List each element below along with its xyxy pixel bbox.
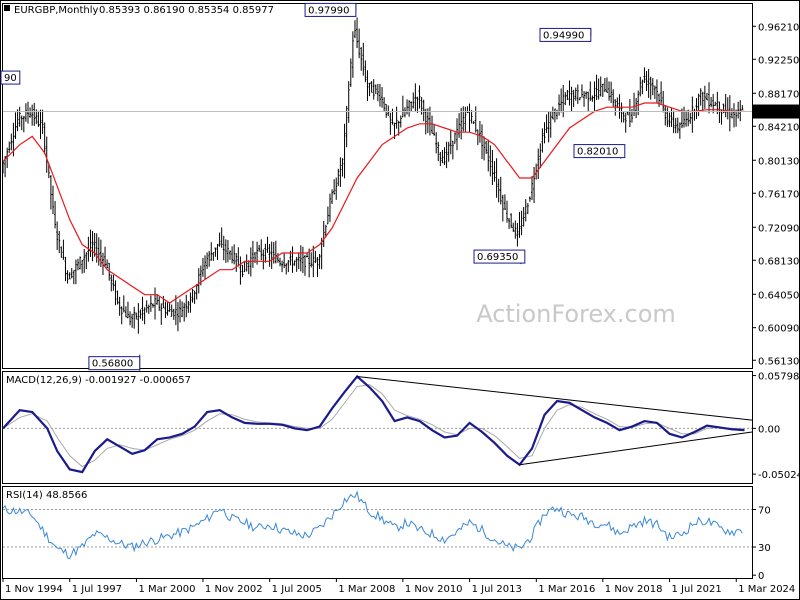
annotation-box — [573, 144, 626, 159]
x-tick-label: 1 Mar 2008 — [338, 584, 395, 595]
watermark: ActionForex.com — [476, 300, 676, 328]
macd-title: MACD(12,26,9) -0.001927 -0.000657 — [6, 375, 191, 386]
x-tick-label: 1 Jul 2005 — [272, 584, 322, 595]
price-ytick-label: 0.72090 — [758, 223, 799, 234]
annotation-2: 0.94990 — [539, 27, 592, 42]
annotation-label: 0.97990 — [308, 5, 349, 16]
x-tick-label: 1 Jul 1997 — [72, 584, 122, 595]
title-marker — [4, 5, 10, 11]
price-ytick-label: 0.56130 — [758, 356, 799, 367]
x-tick-label: 1 Jul 2021 — [672, 584, 722, 595]
rsi-title: RSI(14) 48.8566 — [6, 490, 87, 501]
price-ytick-label: 0.64050 — [758, 290, 799, 301]
annotation-label: 90 — [4, 73, 17, 84]
panel-frame-2 — [2, 486, 753, 579]
price-ytick-label: 0.96210 — [758, 22, 799, 33]
rsi-line — [2, 490, 743, 560]
panel-frame-0 — [2, 3, 753, 369]
annotation-box — [88, 356, 141, 371]
x-tick-label: 1 Jul 2013 — [472, 584, 522, 595]
price-ytick-label: 0.76170 — [758, 189, 799, 200]
annotation-box — [539, 27, 592, 42]
annotation-1: 0.97990 — [304, 2, 357, 17]
macd-trendline-1 — [519, 431, 753, 466]
rsi-ytick-label: 30 — [758, 543, 771, 554]
macd-trendline-0 — [357, 375, 753, 421]
price-ytick-label: 0.80130 — [758, 156, 799, 167]
current-price-label: 0.85977 — [756, 108, 797, 119]
annotation-box — [0, 70, 21, 85]
macd-ytick-label: -0.050241 — [758, 470, 800, 481]
annotation-label: 0.56800 — [92, 359, 133, 370]
moving-average-line — [2, 102, 745, 304]
price-title: EURGBP,Monthly — [14, 5, 99, 16]
ohlc-readout: 0.85393 0.86190 0.85354 0.85977 — [99, 5, 274, 16]
x-tick-label: 1 Mar 2016 — [538, 584, 595, 595]
rsi-ytick-label: 0 — [758, 571, 764, 582]
price-ytick-label: 0.68130 — [758, 256, 799, 267]
macd-line — [2, 374, 745, 474]
annotation-4: 0.69350 — [473, 249, 526, 265]
current-price-tag — [753, 104, 799, 119]
annotation-label: 0.69350 — [477, 252, 518, 263]
annotation-3: 0.82010 — [573, 144, 626, 159]
x-tick-label: 1 Nov 2010 — [405, 584, 463, 595]
annotation-box — [473, 249, 526, 264]
x-tick-label: 1 Nov 2018 — [605, 584, 663, 595]
annotation-5: 0.56800 — [88, 354, 141, 371]
macd-ytick-label: 0.00 — [758, 424, 780, 435]
price-ytick-label: 0.92250 — [758, 55, 799, 66]
price-ytick-label: 0.88170 — [758, 89, 799, 100]
rsi-ytick-label: 70 — [758, 505, 771, 516]
annotation-label: 0.82010 — [577, 147, 618, 158]
x-tick-label: 1 Mar 2024 — [738, 584, 795, 595]
price-candles — [2, 17, 744, 334]
x-tick-label: 1 Nov 1994 — [5, 584, 63, 595]
annotation-box — [304, 2, 357, 17]
annotation-label: 0.94990 — [543, 30, 584, 41]
annotation-0: 90 — [0, 70, 21, 85]
macd-signal-line — [2, 384, 745, 468]
macd-ytick-label: 0.057984 — [758, 372, 800, 383]
price-ytick-label: 0.60090 — [758, 324, 799, 335]
x-tick-label: 1 Mar 2000 — [138, 584, 195, 595]
price-ytick-label: 0.84210 — [758, 122, 799, 133]
x-tick-label: 1 Nov 2002 — [205, 584, 263, 595]
